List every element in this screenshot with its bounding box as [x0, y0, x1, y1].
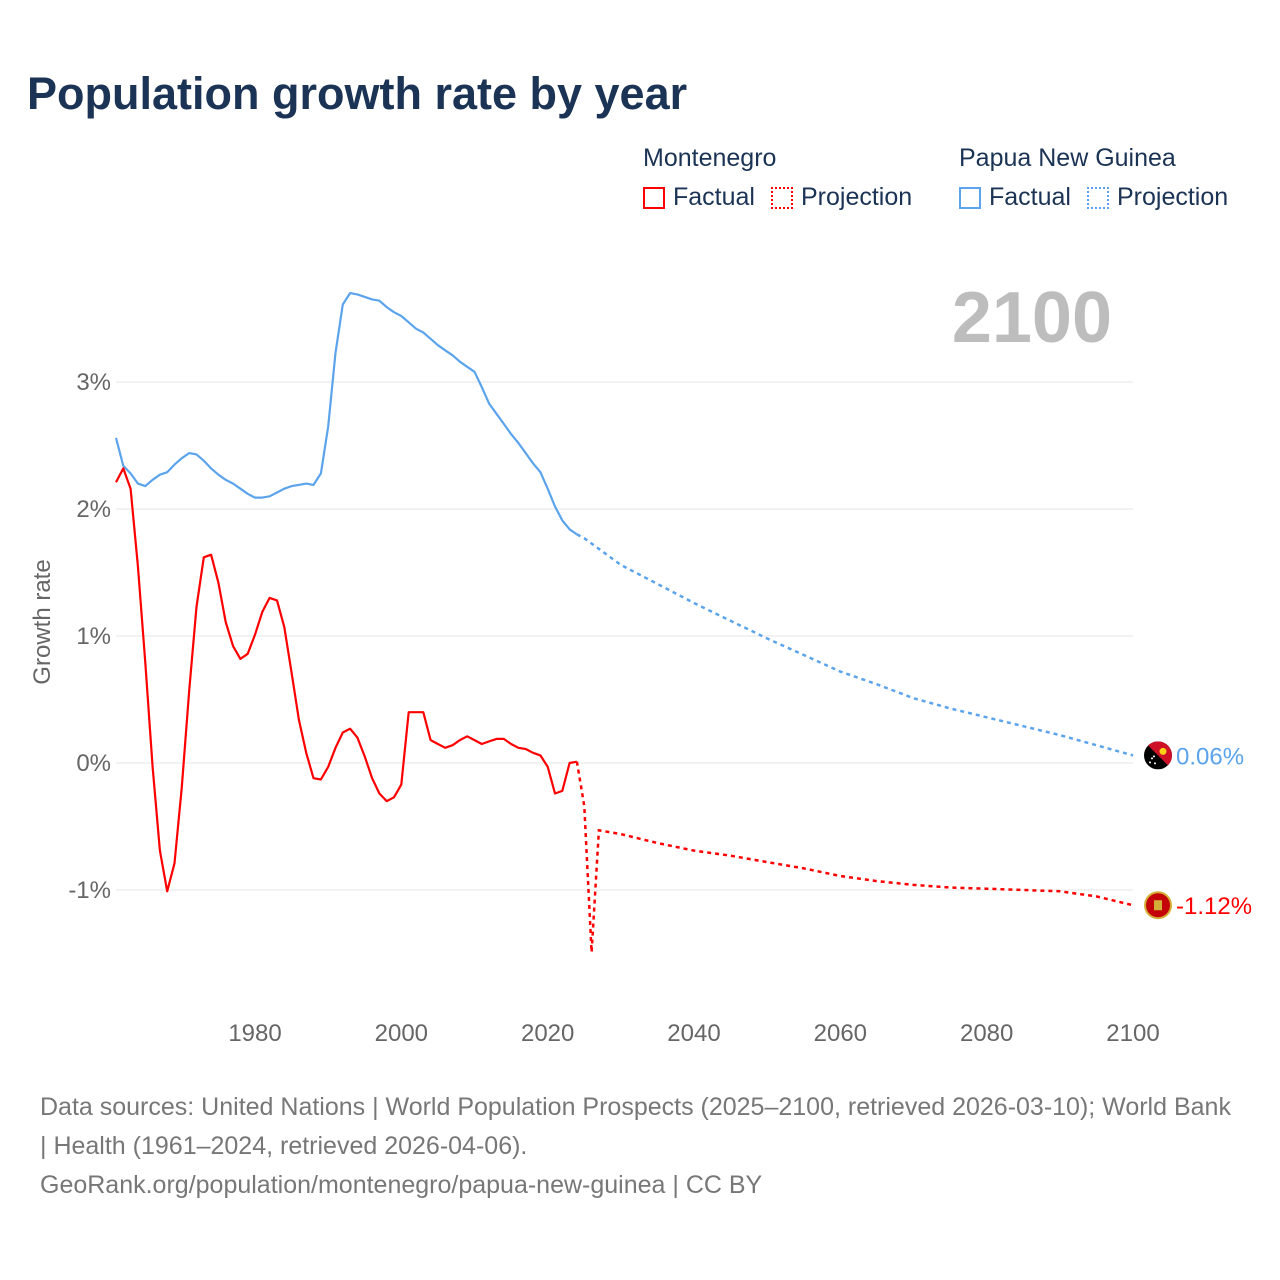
legend-montenegro: Montenegro Factual Projection — [643, 144, 928, 212]
flag-red — [1144, 741, 1172, 770]
dotted-swatch-icon — [1086, 186, 1109, 209]
footer-link[interactable]: GeoRank.org/population/montenegro/papua-… — [40, 1171, 763, 1199]
y-tick-label: -1% — [68, 877, 111, 904]
y-tick-label: 0% — [76, 750, 111, 777]
footer: Data sources: United Nations | World Pop… — [40, 1088, 1240, 1205]
year-label: 2100 — [952, 278, 1112, 358]
x-tick-label: 2060 — [814, 1020, 867, 1047]
legend-label: Projection — [1116, 183, 1229, 211]
solid-swatch-icon — [643, 186, 665, 209]
x-tick-label: 2020 — [521, 1020, 574, 1047]
y-axis-title: Growth rate — [29, 559, 56, 684]
legend-item-png-factual[interactable]: Factual — [959, 183, 1071, 212]
legend-item-png-projection[interactable]: Projection — [1086, 183, 1229, 212]
y-tick-label: 1% — [76, 623, 111, 650]
legend-group-title: Montenegro — [643, 144, 777, 172]
legend-label: Projection — [800, 183, 913, 211]
x-tick-label: 2000 — [375, 1020, 428, 1047]
y-tick-label: 3% — [76, 369, 111, 396]
png-end-label: 0.06% — [1176, 743, 1244, 770]
solid-swatch-icon — [959, 186, 981, 209]
flag-emblem — [1154, 900, 1162, 911]
flag-bird — [1159, 747, 1167, 755]
x-tick-label: 2100 — [1106, 1020, 1159, 1047]
x-tick-label: 2080 — [960, 1020, 1013, 1047]
montenegro-end-label: -1.12% — [1176, 893, 1252, 920]
png-factual-line — [114, 292, 578, 536]
montenegro-projection-line — [575, 761, 1134, 953]
legend-group-title: Papua New Guinea — [959, 144, 1176, 172]
x-tick-label: 2040 — [667, 1020, 720, 1047]
flag-star — [1151, 757, 1153, 760]
legend-item-montenegro-projection[interactable]: Projection — [770, 183, 913, 212]
y-tick-label: 2% — [76, 496, 111, 523]
legend-papua-new-guinea: Papua New Guinea Factual Projection — [959, 144, 1244, 212]
flag-star — [1154, 762, 1156, 765]
legend-label: Factual — [673, 183, 755, 211]
montenegro-factual-line — [115, 467, 578, 893]
footer-sources: Data sources: United Nations | World Pop… — [40, 1093, 1231, 1160]
flag-star — [1153, 755, 1155, 758]
legend-label: Factual — [989, 183, 1071, 211]
flag-star — [1149, 761, 1151, 764]
chart-title: Population growth rate by year — [27, 68, 688, 119]
legend-item-montenegro-factual[interactable]: Factual — [643, 183, 755, 212]
papua-new-guinea-flag-icon — [1144, 741, 1172, 770]
montenegro-flag-icon — [1144, 891, 1172, 920]
dotted-swatch-icon — [770, 186, 793, 209]
x-tick-label: 1980 — [228, 1020, 281, 1047]
png-projection-line — [576, 533, 1134, 757]
